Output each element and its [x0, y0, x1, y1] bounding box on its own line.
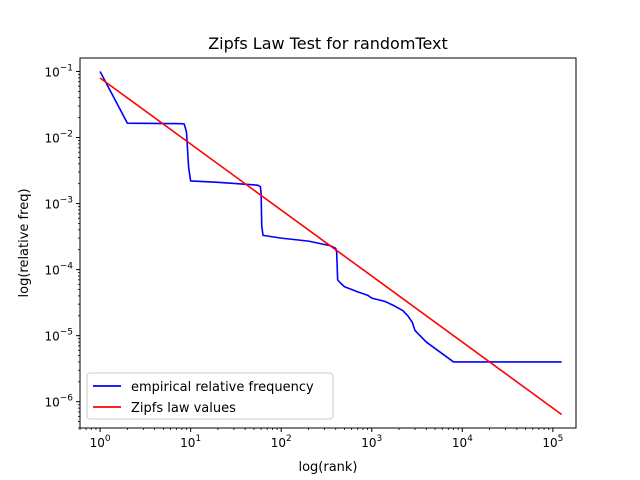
x-tick-label: 100: [90, 434, 111, 450]
x-tick-label: 104: [452, 434, 473, 450]
chart-title: Zipfs Law Test for randomText: [208, 34, 448, 53]
x-tick-label: 101: [180, 434, 201, 450]
series-zipf-line: [99, 77, 563, 416]
x-axis-label: log(rank): [298, 460, 357, 475]
legend-box: [86, 372, 334, 420]
plot-frame: [79, 57, 577, 429]
x-tick-label: 103: [361, 434, 382, 450]
legend: empirical relative frequency Zipfs law v…: [86, 372, 334, 420]
y-tick-label: 10−3: [44, 196, 73, 212]
y-tick-label: 10−5: [44, 328, 73, 344]
x-tick-label: 105: [542, 434, 563, 450]
y-axis-label: log(relative freq): [17, 188, 32, 297]
series-empirical-line: [99, 71, 562, 363]
plot-area: [99, 71, 563, 416]
y-tick-label: 10−1: [44, 63, 73, 79]
y-axis-ticks: 10−6 10−5 10−4 10−3 10−2 10−1: [44, 63, 80, 429]
legend-label-zipf: Zipfs law values: [131, 401, 236, 416]
x-axis-ticks: 100 101 102 103 104 105: [79, 428, 563, 450]
legend-label-empirical: empirical relative frequency: [131, 380, 314, 395]
y-tick-label: 10−2: [44, 130, 73, 146]
y-tick-label: 10−4: [44, 262, 73, 278]
y-tick-label: 10−6: [44, 394, 73, 410]
x-tick-label: 102: [271, 434, 292, 450]
